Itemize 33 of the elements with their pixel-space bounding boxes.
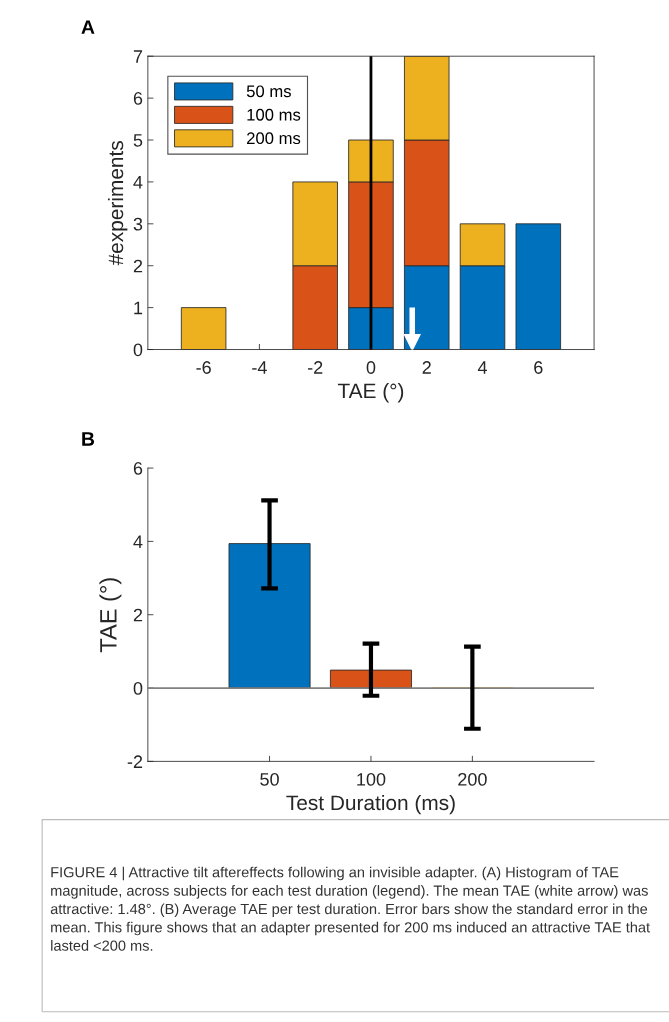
y-tick-label: 7: [133, 50, 143, 63]
x-tick-label: -2: [307, 361, 323, 374]
caption: FIGURE 4 | Attractive tilt aftereffects following an invisible adapter. (A) Histogram of TAE magnitude, across subjects for each test duration (legend). The mean TAE (white arrow) was attractive: 1.48°. (B) Average TAE per test duration. Error bars show the standard error in the mean. This figure shows that an adapter presented for 200 ms induced an attractive TAE that lasted <200 ms.: [50, 866, 650, 951]
x-tick-label: 100: [357, 772, 386, 786]
x-tick-label: 4: [477, 361, 488, 374]
y-tick-label: -2: [127, 755, 143, 768]
x-tick-label: 0: [366, 361, 376, 374]
y-tick-label: 2: [133, 608, 143, 622]
x-axis-title: TAE (°): [337, 383, 404, 403]
x-tick-label: 50: [260, 772, 279, 786]
x-tick-label: -6: [196, 361, 211, 374]
y-tick-label: 3: [133, 217, 143, 231]
x-tick-label: 6: [534, 361, 543, 374]
y-axis-title: TAE (°): [99, 578, 122, 653]
y-tick-label: 4: [133, 176, 143, 189]
legend-label: 200 ms: [247, 132, 301, 145]
legend-label: 100 ms: [247, 108, 301, 121]
y-tick-label: 6: [133, 462, 143, 475]
x-tick-label: -4: [252, 361, 267, 374]
y-tick-label: 2: [133, 259, 143, 273]
x-tick-label: 2: [422, 361, 431, 374]
x-axis-title: Test Duration (ms): [286, 794, 455, 815]
y-axis-title: #experiments: [107, 141, 128, 266]
y-tick-label: 6: [133, 92, 143, 105]
y-tick-label: 4: [133, 535, 143, 548]
legend-label: 50 ms: [246, 85, 291, 98]
y-tick-label: 5: [133, 134, 143, 147]
chart-title: B: [82, 432, 95, 446]
x-tick-label: 200: [458, 772, 487, 786]
y-tick-label: 0: [133, 343, 143, 357]
chart-title: A: [81, 20, 95, 34]
y-tick-label: 0: [133, 682, 143, 695]
y-tick-label: 1: [134, 301, 143, 315]
